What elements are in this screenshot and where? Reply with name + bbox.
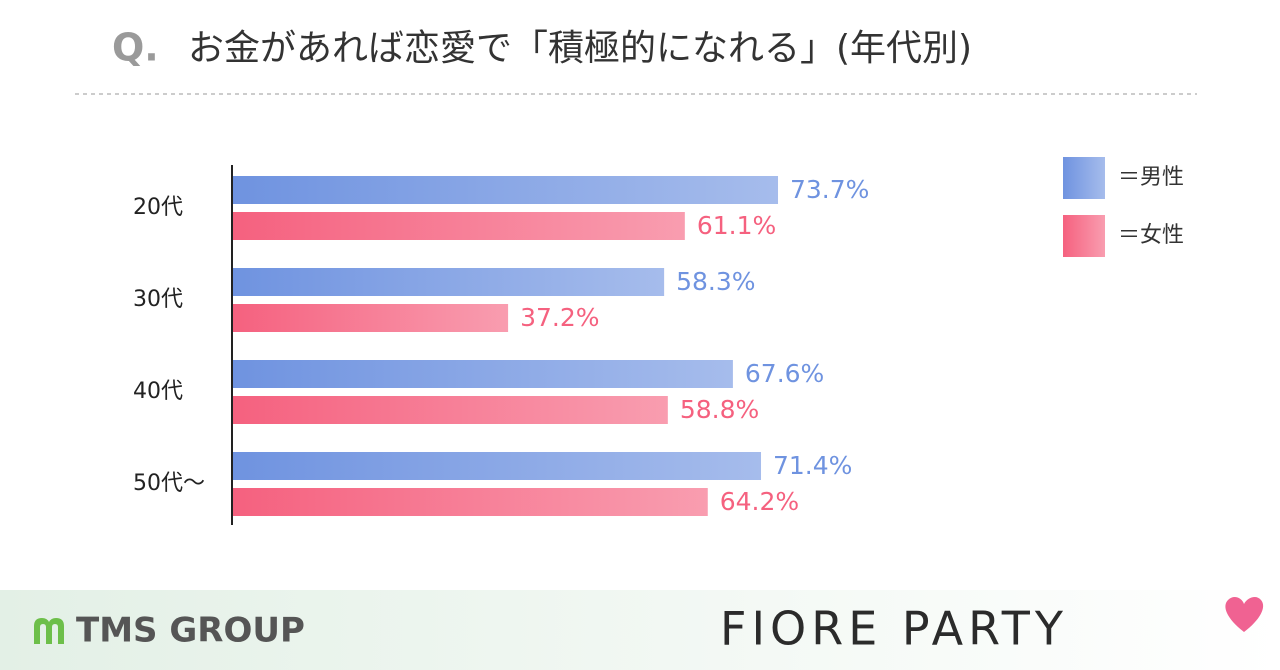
bar	[233, 176, 779, 204]
legend-label: ＝女性	[1118, 223, 1184, 248]
bar	[233, 452, 762, 480]
y-tick-label: 50代〜	[133, 471, 205, 496]
value-label: 58.3%	[676, 267, 755, 296]
y-tick-label: 30代	[133, 287, 183, 312]
value-label: 73.7%	[790, 175, 869, 204]
bar	[233, 488, 708, 516]
legend-swatch	[1063, 157, 1105, 199]
bar	[233, 304, 509, 332]
value-label: 58.8%	[680, 395, 759, 424]
footer-left-logo: TMS GROUP	[76, 611, 305, 651]
bar	[233, 268, 665, 296]
bar	[233, 396, 668, 424]
y-tick-label: 20代	[133, 195, 183, 220]
value-label: 71.4%	[773, 451, 852, 480]
heart-icon	[1225, 597, 1264, 632]
value-label: 61.1%	[697, 211, 776, 240]
value-label: 37.2%	[520, 303, 599, 332]
chart-title: お金があれば恋愛で「積極的になれる」(年代別)	[188, 28, 972, 69]
footer-right-logo: FIORE PARTY	[720, 602, 1068, 656]
legend-label: ＝男性	[1118, 165, 1184, 190]
value-label: 64.2%	[720, 487, 799, 516]
tms-icon	[34, 618, 64, 644]
y-tick-label: 40代	[133, 379, 183, 404]
bar	[233, 360, 733, 388]
footer-band	[0, 590, 1280, 670]
value-label: 67.6%	[745, 359, 824, 388]
legend-swatch	[1063, 215, 1105, 257]
question-mark: Q.	[112, 26, 159, 70]
bar	[233, 212, 685, 240]
